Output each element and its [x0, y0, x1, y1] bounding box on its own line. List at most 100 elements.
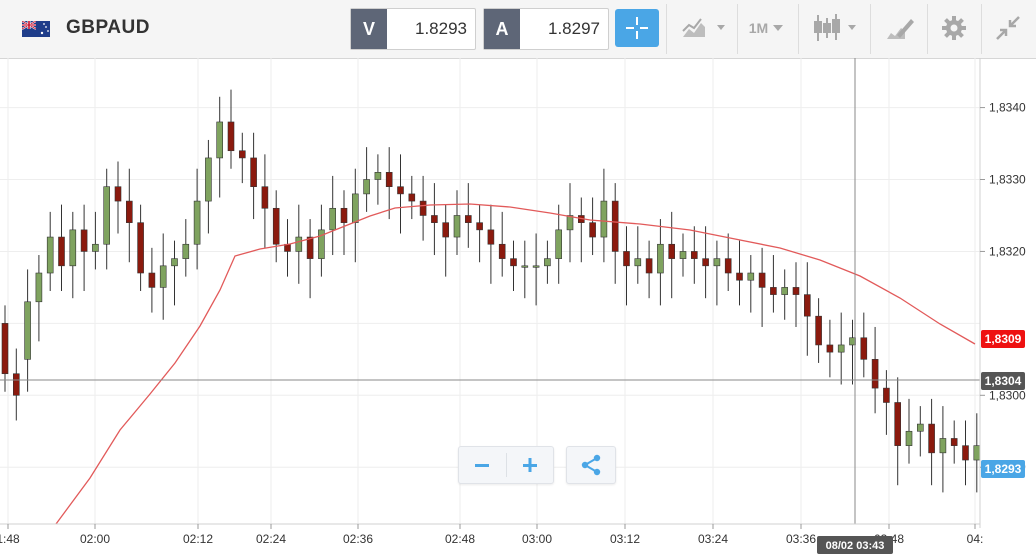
time-tick-label: 02:12 [183, 532, 213, 546]
candle-body [555, 229, 563, 259]
zoom-controls [458, 446, 554, 484]
candle-body [171, 258, 178, 267]
toolbar-divider [981, 4, 982, 54]
time-tick-label: 1:48 [0, 532, 20, 546]
candle-body [24, 301, 31, 360]
plus-icon [523, 458, 537, 472]
time-tick-label: 02:00 [80, 532, 110, 546]
candle-body [657, 243, 664, 274]
price-tick-label: 1,8340 [989, 101, 1026, 115]
time-tick-label: 02:24 [256, 532, 286, 546]
buy-price: 1.8297 [548, 19, 600, 38]
crosshair-icon [626, 17, 648, 39]
candle-body [690, 251, 698, 259]
candle-body [611, 200, 619, 252]
candle-body [532, 265, 540, 268]
candle-body [623, 251, 630, 267]
candle-body [250, 157, 257, 188]
candle-body [1, 323, 9, 375]
candle-body [182, 243, 190, 259]
symbol-title: GBPAUD [66, 17, 150, 38]
time-tick-label: 03:24 [698, 532, 728, 546]
candle-body [758, 272, 766, 288]
price-tick-label: 1,8300 [989, 388, 1026, 402]
candle-body [408, 193, 416, 202]
candle-body [792, 287, 800, 295]
chevron-down-icon [773, 25, 784, 31]
candle-body [883, 387, 890, 403]
candle-body [46, 236, 54, 274]
candle-body [442, 222, 450, 238]
candle-body [148, 272, 156, 288]
candle-body [126, 200, 133, 223]
candle-body [815, 315, 822, 346]
candle-body [363, 179, 370, 195]
candle-body [431, 215, 438, 223]
candle-body [679, 251, 687, 259]
candle-body [453, 215, 461, 238]
collapse-button[interactable] [986, 9, 1030, 47]
candle-body [13, 373, 20, 396]
crosshair-time-marker: 08/02 03:43 [817, 536, 893, 554]
sell-label: V [351, 9, 387, 49]
candle-body [216, 121, 223, 159]
candle-body [227, 121, 235, 152]
crosshair-button[interactable] [615, 9, 659, 47]
candle-body [871, 359, 879, 389]
zoom-out-button[interactable] [459, 447, 505, 483]
sell-price: 1.8293 [415, 19, 467, 38]
candle-body [193, 200, 201, 245]
candle-body [770, 287, 777, 295]
toolbar-divider [798, 4, 799, 54]
candle-body [566, 215, 574, 231]
minus-icon [475, 464, 489, 467]
candle-body [272, 207, 280, 245]
candle-body [103, 186, 110, 245]
candle-body [803, 294, 811, 317]
collapse-icon [996, 16, 1020, 40]
buy-price-button[interactable]: A 1.8297 [483, 8, 609, 50]
candle-body [464, 215, 472, 223]
last-price-value: 1,8293 [985, 462, 1022, 476]
candle-body [295, 236, 303, 252]
candle-body [114, 186, 122, 202]
candle-body [80, 229, 88, 252]
time-tick-label: 03:36 [786, 532, 816, 546]
candle-body [239, 150, 246, 159]
candles-button[interactable] [806, 9, 862, 47]
candle-body [645, 258, 653, 274]
sell-price-button[interactable]: V 1.8293 [350, 8, 476, 50]
candle-body [159, 265, 167, 288]
ma-price-marker: 1,8309 [981, 330, 1025, 348]
candle-body [476, 222, 483, 231]
candle-body [544, 258, 551, 267]
candle-body [950, 438, 958, 446]
candle-body [736, 272, 743, 281]
timeframe-button[interactable]: 1M [742, 9, 792, 47]
candle-body [35, 272, 43, 303]
candle-body [487, 229, 495, 245]
candle-body [521, 265, 529, 268]
drawing-tool-icon [887, 19, 914, 39]
drawing-tools-button[interactable] [876, 9, 922, 47]
candle-body [385, 172, 393, 188]
price-tick-label: 1,8320 [989, 244, 1026, 258]
settings-button[interactable] [932, 9, 976, 47]
candle-body [713, 258, 721, 267]
time-tick-label: 03:12 [610, 532, 640, 546]
time-tick-label: 04: [967, 532, 984, 546]
chart-type-button[interactable] [676, 9, 732, 47]
candle-body [340, 207, 348, 223]
candle-body [318, 229, 325, 259]
ma-price-value: 1,8309 [985, 332, 1022, 346]
zoom-in-button[interactable] [507, 447, 553, 483]
toolbar-divider [927, 4, 928, 54]
candle-body [837, 344, 845, 353]
share-button[interactable] [566, 446, 616, 484]
candle-body [634, 258, 642, 267]
candle-body [397, 186, 404, 195]
time-tick-label: 02:36 [343, 532, 373, 546]
candle-body [419, 200, 427, 216]
candle-body [306, 236, 314, 259]
